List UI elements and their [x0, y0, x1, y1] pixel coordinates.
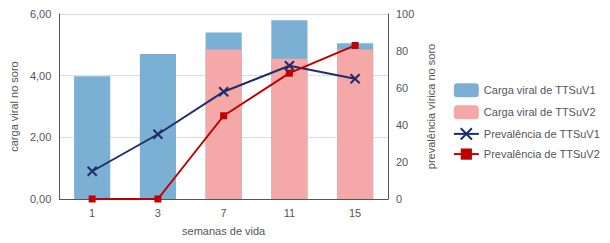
svg-text:0,00: 0,00	[30, 193, 51, 205]
svg-text:20: 20	[396, 156, 408, 168]
svg-text:4,00: 4,00	[30, 70, 51, 82]
svg-text:40: 40	[396, 119, 408, 131]
svg-text:7: 7	[221, 207, 227, 219]
svg-text:semanas de vida: semanas de vida	[182, 225, 266, 237]
svg-text:3: 3	[155, 207, 161, 219]
svg-text:60: 60	[396, 82, 408, 94]
svg-text:Carga viral de TTSuV2: Carga viral de TTSuV2	[484, 106, 596, 118]
svg-text:2,00: 2,00	[30, 131, 51, 143]
svg-text:15: 15	[349, 207, 361, 219]
svg-text:Prevalência de TTSuV2: Prevalência de TTSuV2	[484, 148, 600, 160]
svg-text:prevalência vírica no soro: prevalência vírica no soro	[425, 44, 437, 169]
svg-text:80: 80	[396, 45, 408, 57]
svg-text:1: 1	[89, 207, 95, 219]
svg-text:Carga viral de TTSuV1: Carga viral de TTSuV1	[484, 84, 596, 96]
svg-text:Prevalência de TTSuV1: Prevalência de TTSuV1	[484, 128, 600, 140]
svg-text:100: 100	[396, 8, 414, 20]
svg-text:0: 0	[396, 193, 402, 205]
svg-text:11: 11	[284, 207, 295, 219]
svg-text:carga viral no soro: carga viral no soro	[8, 61, 20, 152]
svg-text:6,00: 6,00	[30, 8, 51, 20]
